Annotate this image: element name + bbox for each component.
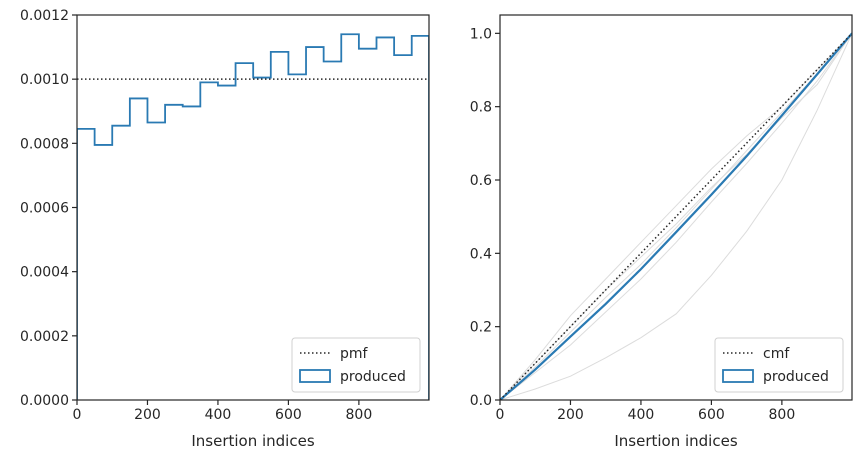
y-tick-label: 0.0002 [20, 329, 69, 345]
y-tick-label: 0.0000 [20, 393, 69, 409]
y-tick-label: 1.0 [470, 26, 492, 42]
x-tick-label: 400 [628, 407, 655, 423]
x-tick-label: 0 [496, 407, 505, 423]
x-tick-label: 200 [557, 407, 584, 423]
series-line-produced [500, 32, 852, 400]
x-axis-label: Insertion indices [191, 432, 314, 450]
plot-area [500, 32, 852, 400]
y-tick-label: 0.6 [470, 173, 492, 189]
y-tick-label: 0.0008 [20, 136, 69, 152]
y-tick-label: 0.2 [470, 320, 492, 336]
y-tick-label: 0.8 [470, 100, 492, 116]
legend-label-cmf: cmf [763, 346, 790, 362]
histogram-produced [77, 33, 429, 400]
panel-2: 0 200 400 600 800 0.0 0.2 0.4 0.6 0.8 1.0 Insertion… [470, 14, 853, 450]
plot-area [77, 33, 429, 400]
legend: pmf produced [291, 337, 421, 393]
background-curve-5 [500, 33, 852, 400]
legend: cmf produced [714, 337, 844, 393]
legend-swatch-produced [722, 369, 754, 383]
x-tick-label: 200 [134, 407, 161, 423]
legend-label-produced: produced [340, 369, 406, 385]
reference-line-cmf [500, 32, 852, 400]
y-tick-label: 0.0 [470, 393, 492, 409]
background-curve-4 [500, 33, 852, 400]
x-axis-label: Insertion indices [614, 432, 737, 450]
x-tick-label: 0 [73, 407, 82, 423]
panel-1: 0 200 400 600 800 0.0000 0.0002 0.0004 0.0006 0.0… [20, 8, 430, 450]
x-tick-label: 400 [205, 407, 232, 423]
background-curve-1 [500, 33, 852, 400]
legend-label-pmf: pmf [340, 346, 369, 362]
x-tick-label: 600 [698, 407, 725, 423]
x-tick-label: 800 [769, 407, 796, 423]
legend-box [714, 337, 844, 393]
legend-label-produced: produced [763, 369, 829, 385]
y-tick-label: 0.0012 [20, 8, 69, 24]
legend-box [291, 337, 421, 393]
y-tick-label: 0.0006 [20, 201, 69, 217]
axes-frame [499, 14, 853, 401]
background-curve-3 [500, 32, 852, 400]
legend-swatch-produced [299, 369, 331, 383]
y-tick-label: 0.4 [470, 246, 492, 262]
x-tick-label: 800 [346, 407, 373, 423]
y-tick-label: 0.0004 [20, 265, 69, 281]
y-tick-label: 0.0010 [20, 72, 69, 88]
x-tick-label: 600 [275, 407, 302, 423]
